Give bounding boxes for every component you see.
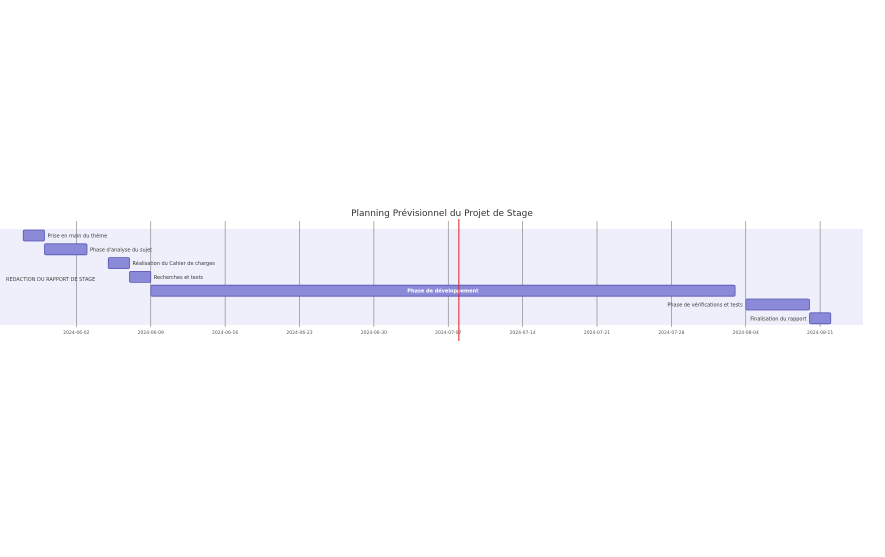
task-bar xyxy=(22,229,45,242)
task-label: Finalisation du rapport xyxy=(750,316,806,322)
task-label: Réalisation du Cahier de charges xyxy=(133,260,216,267)
task-label: Phase de développement xyxy=(407,288,479,295)
chart-title: Planning Prévisionnel du Projet de Stage xyxy=(351,208,533,219)
task-bar xyxy=(745,298,810,311)
task-bar xyxy=(150,284,736,297)
task-bar xyxy=(44,243,88,256)
task-label: Recherches et tests xyxy=(154,275,204,281)
x-tick-label: 2024-07-21 xyxy=(584,330,610,336)
task-label: Phase de vérifications et tests xyxy=(667,302,743,309)
x-tick-label: 2024-07-07 xyxy=(435,330,461,336)
x-tick-label: 2024-06-09 xyxy=(138,330,164,336)
task-label: Prise en main du thème xyxy=(48,233,108,240)
x-axis-ticks: 2024-06-02 2024-06-09 2024-06-16 2024-06-23… xyxy=(63,330,833,336)
task-bars: Prise en main du thème Phase d'analyse du… xyxy=(22,229,832,325)
x-tick-label: 2024-07-28 xyxy=(658,330,684,336)
task-bar xyxy=(809,312,832,325)
x-tick-label: 2024-07-14 xyxy=(510,330,536,336)
task-bar xyxy=(129,270,152,283)
x-tick-label: 2024-06-16 xyxy=(212,330,238,336)
x-tick-label: 2024-08-04 xyxy=(733,330,759,336)
task-label: Phase d'analyse du sujet xyxy=(90,247,152,253)
task-bar xyxy=(107,257,130,270)
x-tick-label: 2024-06-23 xyxy=(286,330,312,336)
section-label: REDACTION DU RAPPORT DE STAGE xyxy=(6,277,95,283)
x-tick-label: 2024-08-11 xyxy=(807,330,833,336)
x-tick-label: 2024-06-02 xyxy=(63,330,89,336)
x-tick-label: 2024-06-30 xyxy=(361,330,387,336)
